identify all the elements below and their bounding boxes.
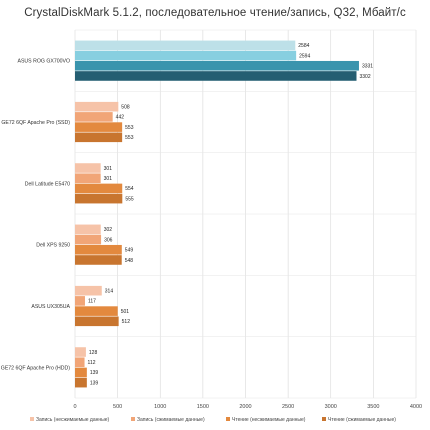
bar — [75, 244, 122, 255]
data-label: 301 — [104, 176, 113, 182]
data-label: 3302 — [359, 74, 370, 80]
bar — [75, 112, 113, 122]
x-tick-label: 0 — [73, 404, 76, 410]
bar — [75, 234, 102, 245]
bar — [75, 173, 101, 184]
x-tick-label: 500 — [113, 404, 122, 410]
x-tick-label: 2000 — [239, 404, 251, 410]
bar — [75, 193, 123, 204]
data-label: 314 — [105, 289, 114, 295]
legend-swatch — [322, 417, 326, 421]
category-label: Dell Latitude E5470 — [25, 181, 70, 187]
data-label: 553 — [125, 135, 134, 141]
x-tick-label: 1000 — [154, 404, 166, 410]
x-tick-label: 1500 — [197, 404, 209, 410]
bar — [75, 255, 122, 265]
data-label: 553 — [125, 125, 134, 131]
bar — [75, 224, 101, 235]
data-label: 512 — [122, 319, 131, 325]
data-label: 555 — [125, 196, 134, 202]
bar — [75, 367, 87, 378]
legend-swatch — [131, 417, 135, 421]
x-tick-label: 3000 — [325, 404, 337, 410]
legend-label: Запись (сжимаемые данные) — [137, 417, 205, 423]
bar — [75, 132, 123, 143]
category-labels: ASUS ROG GX700VO GE72 6QF Apache Pro (SSD… — [1, 59, 71, 372]
bar — [75, 101, 119, 112]
bar — [75, 347, 86, 357]
bar — [75, 40, 296, 51]
data-label: 302 — [104, 227, 113, 233]
bar — [75, 377, 87, 388]
legend: Запись (несжимаемые данные) Запись (сжима… — [30, 417, 396, 423]
data-label: 128 — [89, 350, 98, 356]
data-label: 117 — [88, 299, 96, 305]
legend-label: Запись (несжимаемые данные) — [36, 417, 109, 423]
data-label: 306 — [104, 237, 113, 243]
data-label: 112 — [88, 360, 96, 366]
legend-swatch — [30, 417, 34, 421]
category-label: ASUS UX305UA — [31, 304, 70, 310]
data-label: 139 — [90, 370, 99, 376]
chart-title: CrystalDiskMark 5.1.2, последовательное … — [24, 7, 406, 19]
bar — [75, 357, 85, 368]
bar — [75, 60, 359, 71]
data-label: 508 — [121, 105, 130, 111]
grid-lines — [74, 29, 417, 399]
bar — [75, 163, 101, 173]
category-label: GE72 6QF Apache Pro (HDD) — [1, 365, 70, 371]
legend-label: Чтение (сжимаемые данные) — [328, 417, 396, 423]
legend-swatch — [226, 417, 230, 421]
bar — [75, 183, 123, 194]
data-label: 549 — [125, 248, 134, 254]
data-label: 3331 — [362, 64, 373, 70]
x-tick-label: 4000 — [410, 404, 422, 410]
data-label: 139 — [90, 380, 99, 386]
x-tick-label: 3500 — [367, 404, 379, 410]
bar — [75, 306, 118, 316]
bar — [75, 71, 357, 81]
bar — [75, 316, 119, 327]
x-tick-label: 2500 — [282, 404, 294, 410]
data-label: 548 — [125, 258, 134, 264]
bar — [75, 50, 297, 61]
bar — [75, 285, 102, 296]
data-label: 2584 — [298, 43, 309, 49]
category-label: ASUS ROG GX700VO — [18, 59, 70, 65]
data-label: 2594 — [299, 53, 310, 59]
category-label: Dell XPS 9250 — [36, 243, 70, 249]
category-label: GE72 6QF Apache Pro (SSD) — [1, 120, 70, 126]
data-label: 301 — [104, 166, 113, 172]
bar — [75, 296, 85, 306]
legend-label: Чтение (несжимаемые данные) — [232, 417, 306, 423]
bars: 2584259433313302508442553553301301554555… — [75, 40, 373, 388]
data-label: 554 — [125, 186, 134, 192]
data-label: 442 — [116, 115, 125, 121]
x-axis: 0 500 1000 1500 2000 2500 3000 3500 4000 — [73, 404, 422, 410]
bar — [75, 122, 123, 132]
data-label: 501 — [121, 309, 130, 315]
